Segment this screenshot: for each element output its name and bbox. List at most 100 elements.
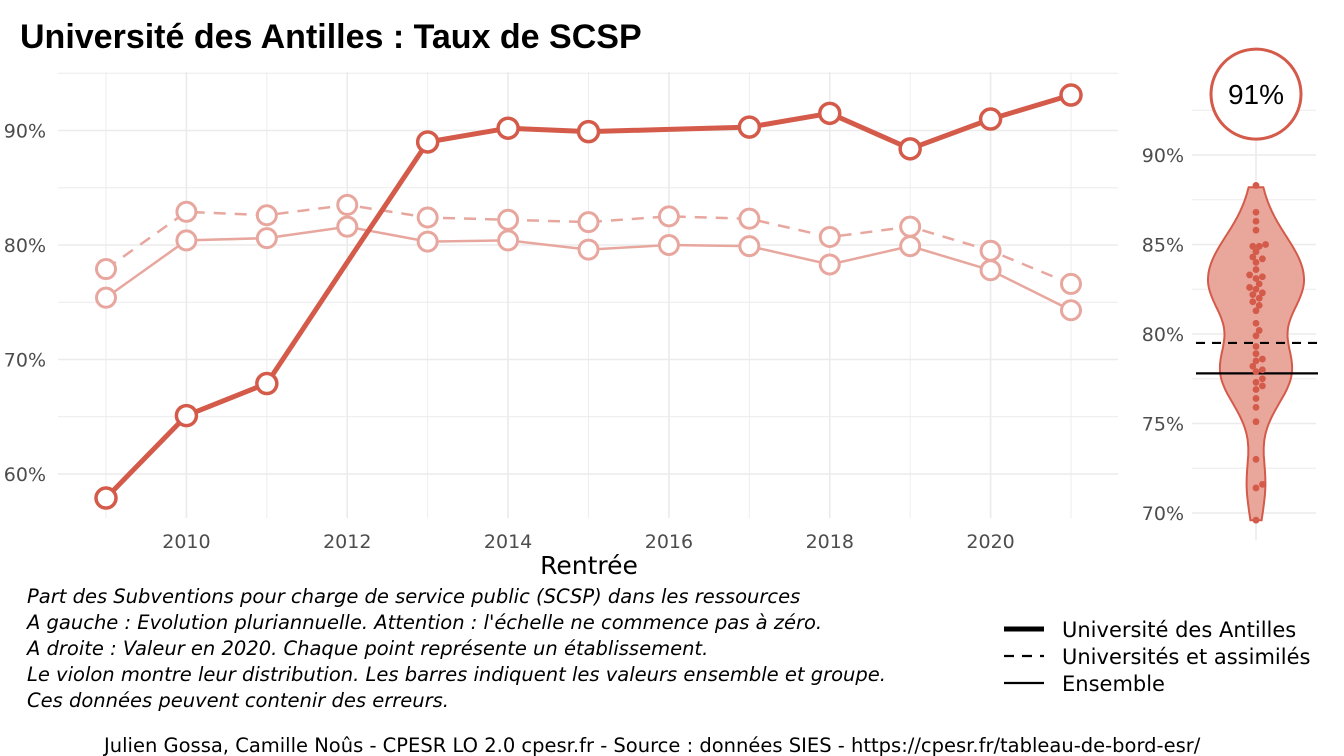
caption: Part des Subventions pour charge de serv… [25, 585, 886, 712]
main-series [94, 83, 1083, 510]
violin-point [1252, 350, 1260, 358]
violin-point [1252, 266, 1260, 273]
violin-point [1255, 280, 1263, 288]
data-point [255, 371, 279, 396]
data-point [95, 286, 117, 309]
violin-point [1249, 253, 1257, 261]
violin-point [1252, 259, 1260, 266]
data-point [1060, 272, 1082, 295]
highlight-badge-label: 91% [1228, 79, 1284, 110]
violin-point [1259, 273, 1266, 281]
data-point [818, 225, 841, 248]
data-point [738, 235, 761, 258]
legend: Université des Antilles Universités et as… [1004, 618, 1310, 696]
data-point [496, 116, 520, 140]
data-point [415, 130, 440, 154]
violin-tick-labels: 70% 75% 80% 85% 90% [1142, 145, 1184, 525]
violin-point [1259, 355, 1266, 363]
data-point [978, 107, 1003, 131]
violin-point [1246, 284, 1253, 291]
caption-line: A droite : Valeur en 2020. Chaque point … [25, 637, 708, 660]
data-point [576, 119, 601, 144]
violin-point [1252, 455, 1260, 463]
data-point [255, 204, 278, 227]
violin-point [1255, 301, 1263, 309]
violin-point [1255, 327, 1263, 334]
violin-point [1252, 395, 1260, 402]
violin-point [1249, 291, 1257, 299]
data-point [497, 229, 520, 252]
violin-point [1249, 242, 1257, 250]
violin-point [1252, 386, 1260, 393]
data-point [336, 215, 359, 238]
data-point [174, 403, 199, 428]
violin-point [1252, 319, 1260, 327]
violin-point [1252, 343, 1260, 350]
violin-plot: 91% [1196, 47, 1318, 524]
violin-point [1249, 298, 1257, 306]
violin-point [1259, 375, 1266, 383]
data-point [416, 230, 439, 253]
data-point [577, 238, 600, 261]
violin-point [1259, 382, 1266, 390]
violin-point [1252, 307, 1260, 315]
y-tick-label: 80% [4, 235, 46, 257]
violin-point [1259, 480, 1266, 488]
violin-tick-label: 90% [1142, 145, 1184, 167]
x-tick-label: 2016 [645, 531, 693, 553]
violin-point [1252, 403, 1260, 411]
main-tick-labels: 60% 70% 80% 90% 2010 2012 2014 2016 2018 2020 [4, 121, 1015, 554]
violin-point [1259, 366, 1266, 374]
y-tick-label: 70% [4, 350, 46, 372]
violin-tick-label: 80% [1142, 324, 1184, 346]
x-tick-label: 2020 [966, 531, 1014, 553]
y-tick-label: 90% [4, 121, 46, 143]
violin-point [1252, 378, 1260, 386]
highlight-badge [1209, 47, 1303, 141]
data-point [899, 235, 922, 258]
data-point [818, 253, 841, 276]
data-point [657, 205, 680, 228]
violin-point [1252, 182, 1260, 189]
data-point [899, 215, 922, 238]
data-point [175, 200, 198, 223]
data-point [175, 229, 198, 252]
violin-point [1252, 418, 1260, 426]
data-point [979, 259, 1002, 282]
violin-point [1252, 275, 1260, 282]
data-point [1059, 83, 1083, 107]
violin-point [1252, 217, 1260, 225]
legend-label: Université des Antilles [1062, 618, 1296, 642]
x-tick-label: 2010 [162, 531, 210, 553]
violin-point [1252, 368, 1260, 375]
violin-tick-label: 70% [1142, 503, 1184, 525]
violin-tick-label: 75% [1142, 414, 1184, 436]
violin-point [1259, 255, 1266, 263]
legend-label: Universités et assimilés [1062, 645, 1310, 669]
violin-point [1252, 248, 1260, 256]
violin-point [1252, 226, 1260, 234]
x-axis-title: Rentrée [540, 551, 638, 580]
data-point [898, 137, 922, 161]
data-point [497, 208, 520, 231]
data-point [336, 193, 359, 216]
caption-line: Part des Subventions pour charge de serv… [27, 585, 800, 608]
violin-point [1252, 516, 1260, 524]
data-point [979, 239, 1002, 262]
y-tick-label: 60% [4, 464, 46, 486]
x-tick-label: 2018 [806, 531, 854, 553]
data-point [95, 258, 117, 281]
data-point [738, 207, 761, 230]
violin-point [1252, 484, 1260, 492]
violin-point [1252, 332, 1260, 340]
data-point [94, 486, 118, 510]
chart-title: Université des Antilles : Taux de SCSP [20, 18, 642, 56]
violin-point [1252, 285, 1260, 293]
legend-label: Ensemble [1062, 672, 1165, 696]
violin-point [1255, 294, 1263, 302]
caption-line: A gauche : Evolution pluriannuelle. Atte… [25, 611, 822, 634]
violin-point [1246, 271, 1253, 279]
violin-point [1249, 362, 1257, 370]
data-point [1060, 299, 1082, 322]
